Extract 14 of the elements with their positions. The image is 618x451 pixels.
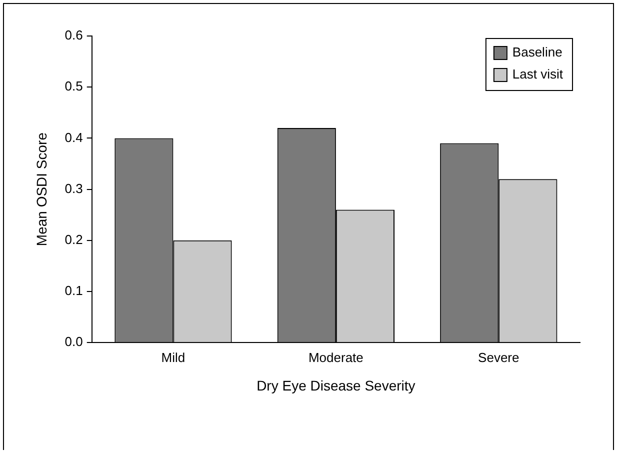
y-tick-label: 0.2 (64, 232, 83, 247)
y-tick-label: 0.0 (64, 334, 83, 350)
legend-label: Baseline (512, 44, 562, 60)
y-tick-label: 0.5 (64, 78, 83, 94)
y-tick-label: 0.3 (64, 180, 83, 196)
x-tick-label: Mild (161, 350, 186, 365)
y-axis-title: Mean OSDI Score (33, 132, 50, 246)
x-tick-label: Moderate (308, 350, 364, 365)
x-tick-label: Severe (478, 350, 520, 365)
y-tick-label: 0.4 (64, 130, 83, 145)
x-axis-title: Dry Eye Disease Severity (256, 377, 416, 394)
y-tick-label: 0.1 (64, 283, 83, 298)
legend-label: Last visit (512, 66, 564, 82)
y-tick-label: 0.6 (64, 28, 83, 43)
